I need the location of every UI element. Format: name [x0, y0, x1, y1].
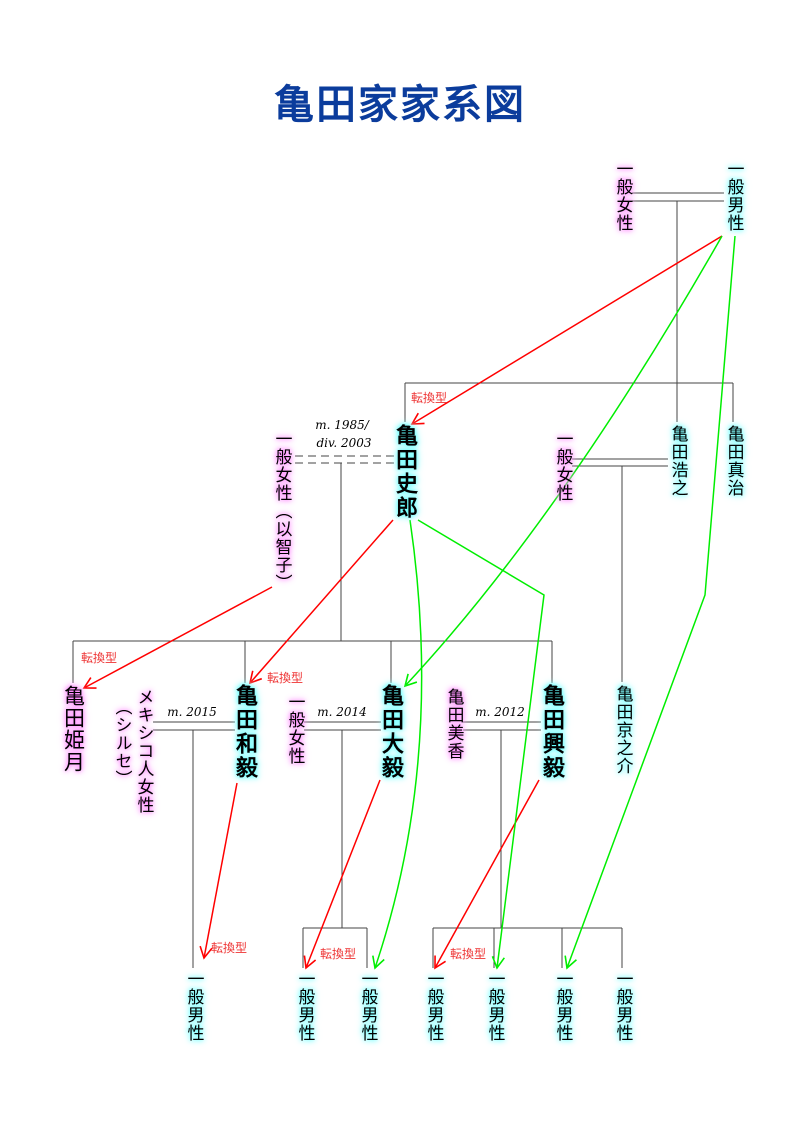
- marriage-label-koki: m. 2012: [475, 705, 525, 719]
- grandchild-node: 一般男性: [294, 970, 315, 1042]
- grandchild-node: 一般男性: [484, 970, 505, 1042]
- kyonosuke-node: 亀田京之介: [612, 685, 633, 775]
- red-arrow: [248, 519, 394, 685]
- koki-node: 亀田興毅: [539, 684, 565, 780]
- grandfather-node: 一般男性: [723, 160, 744, 232]
- daiki-wife-node: 一般女性: [284, 693, 305, 765]
- arrow-label: 転換型: [211, 941, 248, 955]
- red-arrow: [199, 782, 238, 960]
- arrow-label: 転換型: [320, 947, 357, 961]
- grandchild-node: 一般男性: [612, 970, 633, 1042]
- divorce-label-shiro: div. 2003: [316, 436, 372, 450]
- tomoki-node: 亀田和毅: [232, 684, 258, 780]
- grandchild-node: 一般男性: [183, 970, 204, 1042]
- lineage-lines: [72, 192, 734, 968]
- green-arrow: [372, 519, 423, 970]
- himezuki-node: 亀田姫月: [61, 685, 86, 773]
- green-arrow: [564, 235, 736, 970]
- shiro-node: 亀田史郎: [392, 424, 418, 520]
- marriage-label-daiki: m. 2014: [317, 705, 367, 719]
- red-arrow: [434, 779, 540, 970]
- green-arrow: [417, 519, 545, 970]
- red-arrow: [303, 779, 381, 970]
- arrow-label: 転換型: [267, 671, 304, 685]
- grandmother-node: 一般女性: [612, 160, 633, 232]
- grandchild-node: 一般男性: [357, 970, 378, 1042]
- marriage-label-shiro: m. 1985/: [315, 418, 369, 432]
- page-title: 亀田家家系図: [274, 81, 526, 128]
- green-arrow: [403, 235, 723, 688]
- arrow-label: 転換型: [411, 391, 448, 405]
- koki-wife-node: 亀田美香: [443, 688, 464, 760]
- ex-wife-node: 一般女性（以智子）: [271, 430, 292, 592]
- shinji-node: 亀田真治: [723, 425, 744, 497]
- arrow-label: 転換型: [81, 651, 118, 665]
- grandchild-node: 一般男性: [552, 970, 573, 1042]
- tomoki-wife-node: メキシコ人女性: [133, 688, 154, 814]
- hiroyuki-node: 亀田浩之: [667, 425, 688, 497]
- grandchild-node: 一般男性: [423, 970, 444, 1042]
- hiroyuki-wife-node: 一般女性: [552, 430, 573, 502]
- red-arrow: [410, 235, 723, 425]
- red-arrow: [82, 586, 273, 689]
- marriage-label-tomoki: m. 2015: [167, 705, 217, 719]
- arrow-label: 転換型: [450, 947, 487, 961]
- tomoki-wife-name: （シルセ）: [111, 698, 132, 788]
- daiki-node: 亀田大毅: [378, 684, 404, 780]
